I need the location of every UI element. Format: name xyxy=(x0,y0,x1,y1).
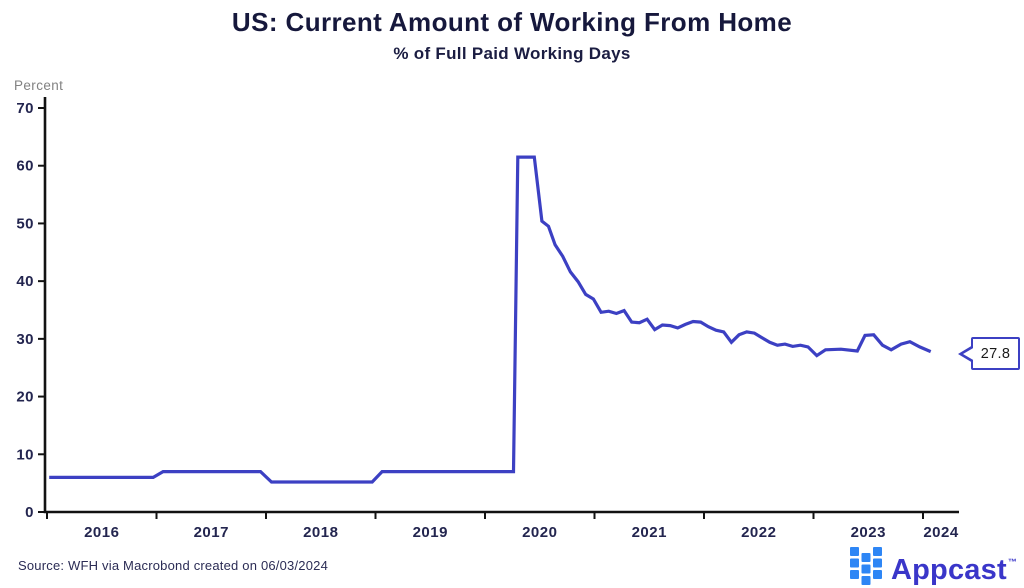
x-tick-label: 2020 xyxy=(522,524,557,541)
last-value-label: 27.8 xyxy=(980,345,1011,362)
x-tick-label: 2024 xyxy=(923,524,959,541)
x-tick-label: 2017 xyxy=(194,524,229,541)
y-tick-label: 30 xyxy=(16,331,34,348)
logo-square xyxy=(873,570,882,579)
logo-square xyxy=(873,558,882,568)
y-tick-label: 40 xyxy=(16,273,34,290)
y-tick-label: 60 xyxy=(16,158,34,175)
logo-square xyxy=(873,547,882,556)
y-tick-label: 0 xyxy=(25,504,34,521)
logo-square xyxy=(850,547,859,556)
logo-square xyxy=(861,576,871,585)
chart-title: US: Current Amount of Working From Home xyxy=(231,7,793,37)
logo-square xyxy=(850,570,859,579)
chart-subtitle: % of Full Paid Working Days xyxy=(393,44,631,63)
appcast-wordmark: Appcast™ xyxy=(891,554,1018,586)
x-tick-label: 2016 xyxy=(84,524,119,541)
logo-square xyxy=(850,558,859,568)
y-tick-label: 70 xyxy=(16,100,34,117)
x-tick-label: 2021 xyxy=(632,524,667,541)
logo-square xyxy=(861,564,871,574)
y-tick-label: 50 xyxy=(16,215,34,232)
source-note: Source: WFH via Macrobond created on 06/… xyxy=(18,558,329,573)
appcast-logo-icon xyxy=(850,547,882,585)
logo-square xyxy=(861,553,871,562)
x-tick-label: 2018 xyxy=(303,524,338,541)
y-tick-label: 20 xyxy=(16,389,34,406)
y-axis-unit-label: Percent xyxy=(14,78,64,93)
x-tick-label: 2023 xyxy=(851,524,886,541)
x-tick-label: 2019 xyxy=(413,524,448,541)
wfh-series-line xyxy=(49,155,932,484)
x-tick-label: 2022 xyxy=(741,524,776,541)
axes xyxy=(43,97,959,514)
appcast-logo: Appcast™ xyxy=(850,545,1017,587)
last-value-callout: 27.8 xyxy=(958,337,1020,370)
y-tick-label: 10 xyxy=(16,446,34,463)
trademark-symbol: ™ xyxy=(1007,557,1018,567)
